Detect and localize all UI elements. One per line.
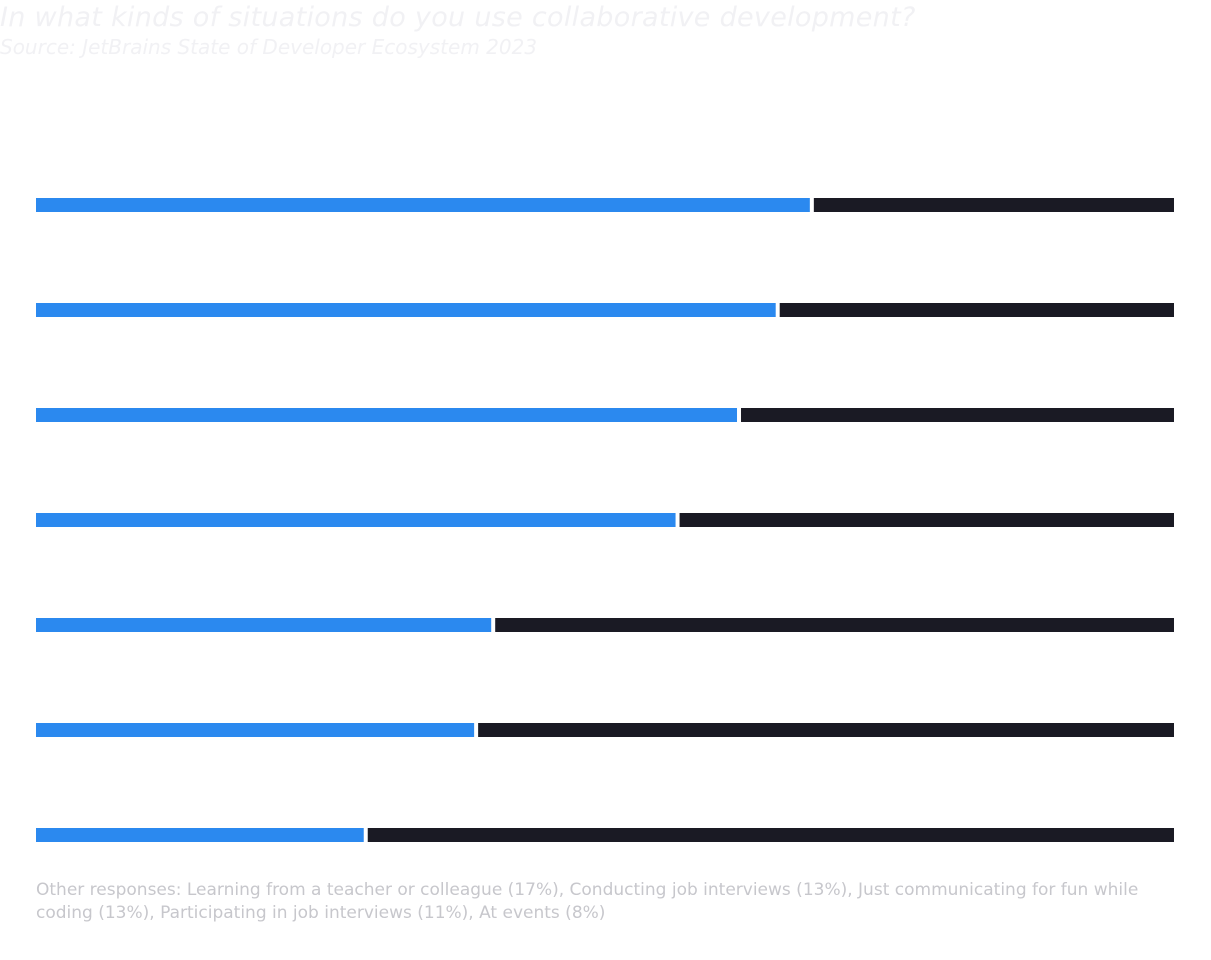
bar-segment-primary bbox=[36, 513, 676, 527]
bar-segment-primary bbox=[36, 198, 810, 212]
bar-segment-remainder bbox=[478, 723, 1174, 737]
bar-segment-remainder bbox=[495, 618, 1174, 632]
bar-segment-remainder bbox=[679, 513, 1174, 527]
chart-subtitle: Source: JetBrains State of Developer Eco… bbox=[0, 35, 538, 59]
bar-row bbox=[36, 408, 1174, 422]
bar-segment-primary bbox=[36, 303, 776, 317]
bar-row bbox=[36, 303, 1174, 317]
bar-row bbox=[36, 513, 1174, 527]
bar-segment-remainder bbox=[779, 303, 1174, 317]
bar-segment-primary bbox=[36, 828, 364, 842]
bar-segment-remainder bbox=[367, 828, 1174, 842]
bar-row bbox=[36, 828, 1174, 842]
chart-title: In what kinds of situations do you use c… bbox=[0, 2, 916, 33]
bar-row bbox=[36, 198, 1174, 212]
bar-segment-primary bbox=[36, 618, 492, 632]
bar-row bbox=[36, 723, 1174, 737]
bar-segment-primary bbox=[36, 408, 738, 422]
bar-segment-remainder bbox=[813, 198, 1174, 212]
bar-row bbox=[36, 618, 1174, 632]
footnote-other-responses: Other responses: Learning from a teacher… bbox=[36, 880, 1139, 923]
bar-segment-primary bbox=[36, 723, 475, 737]
bar-segment-remainder bbox=[741, 408, 1174, 422]
